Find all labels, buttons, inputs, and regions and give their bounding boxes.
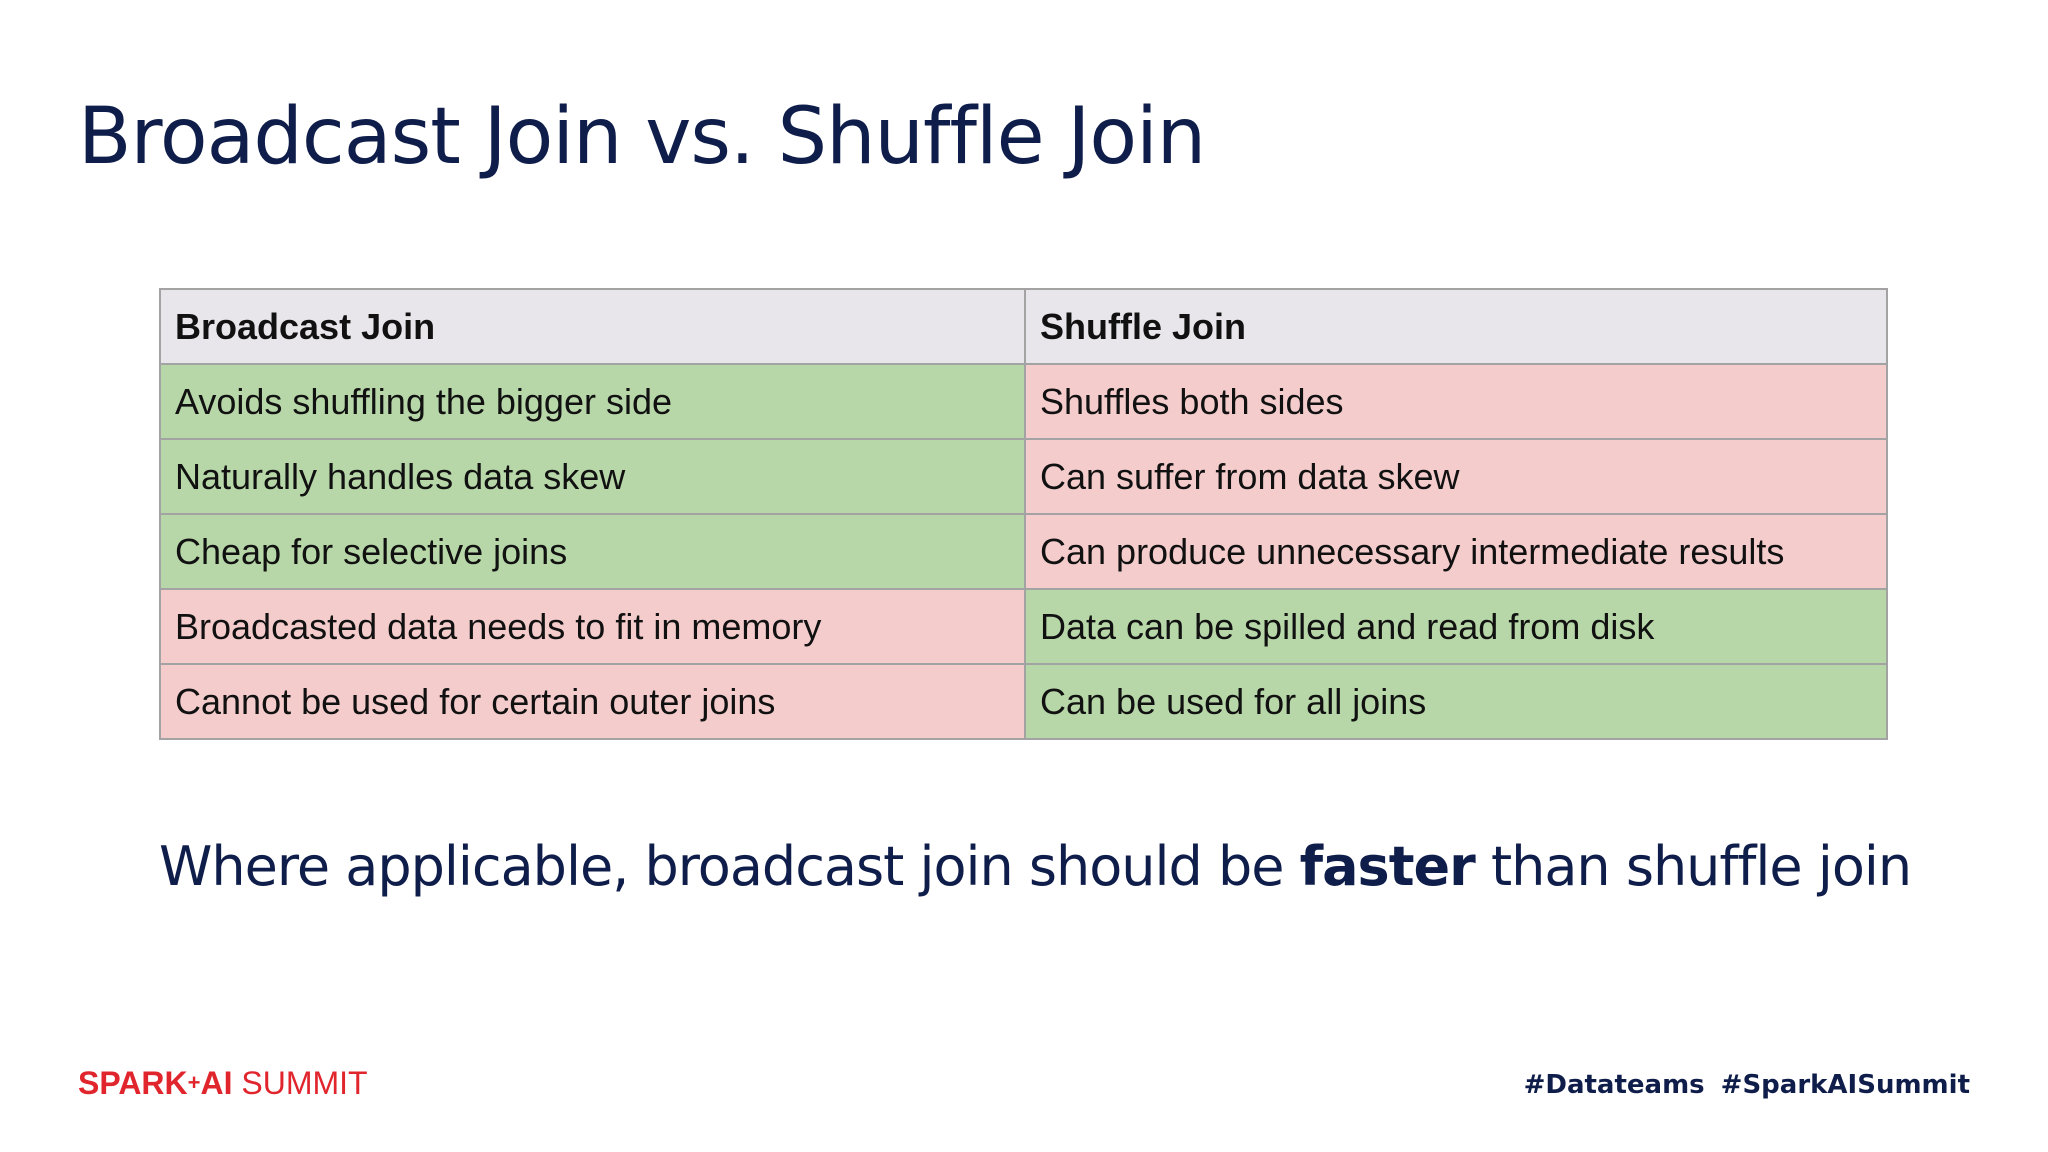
- summary-text-start: Where applicable, broadcast join should …: [159, 835, 1300, 898]
- broadcast-cell-advantage: Cheap for selective joins: [159, 513, 1026, 590]
- logo-summit-text: SUMMIT: [232, 1065, 368, 1101]
- logo-plus-icon: +: [187, 1070, 201, 1095]
- summary-text-end: than shuffle join: [1474, 835, 1912, 898]
- spark-ai-summit-logo: SPARK+AI SUMMIT: [78, 1065, 368, 1102]
- table-header-row: Broadcast Join Shuffle Join: [159, 288, 1888, 365]
- table-row: Cheap for selective joins Can produce un…: [159, 513, 1888, 590]
- shuffle-cell-disadvantage: Can suffer from data skew: [1024, 438, 1888, 515]
- shuffle-cell-disadvantage: Shuffles both sides: [1024, 363, 1888, 440]
- broadcast-cell-disadvantage: Cannot be used for certain outer joins: [159, 663, 1026, 740]
- summary-statement: Where applicable, broadcast join should …: [159, 835, 1912, 898]
- header-broadcast-join: Broadcast Join: [159, 288, 1026, 365]
- shuffle-cell-advantage: Data can be spilled and read from disk: [1024, 588, 1888, 665]
- broadcast-cell-disadvantage: Broadcasted data needs to fit in memory: [159, 588, 1026, 665]
- header-shuffle-join: Shuffle Join: [1024, 288, 1888, 365]
- table-row: Cannot be used for certain outer joins C…: [159, 663, 1888, 740]
- summary-emphasis: faster: [1299, 835, 1476, 898]
- slide-title: Broadcast Join vs. Shuffle Join: [78, 92, 1206, 182]
- shuffle-cell-disadvantage: Can produce unnecessary intermediate res…: [1024, 513, 1888, 590]
- footer-hashtags: #Datateams #SparkAISummit: [1524, 1070, 1970, 1100]
- broadcast-cell-advantage: Naturally handles data skew: [159, 438, 1026, 515]
- broadcast-cell-advantage: Avoids shuffling the bigger side: [159, 363, 1026, 440]
- table-row: Naturally handles data skew Can suffer f…: [159, 438, 1888, 515]
- hashtag-sparkaisummit: #SparkAISummit: [1720, 1070, 1970, 1100]
- logo-spark-text: SPARK: [78, 1065, 188, 1101]
- logo-ai-text: AI: [200, 1065, 233, 1101]
- table-row: Broadcasted data needs to fit in memory …: [159, 588, 1888, 665]
- hashtag-datateams: #Datateams: [1523, 1070, 1705, 1100]
- table-row: Avoids shuffling the bigger side Shuffle…: [159, 363, 1888, 440]
- shuffle-cell-advantage: Can be used for all joins: [1024, 663, 1888, 740]
- comparison-table: Broadcast Join Shuffle Join Avoids shuff…: [159, 288, 1888, 740]
